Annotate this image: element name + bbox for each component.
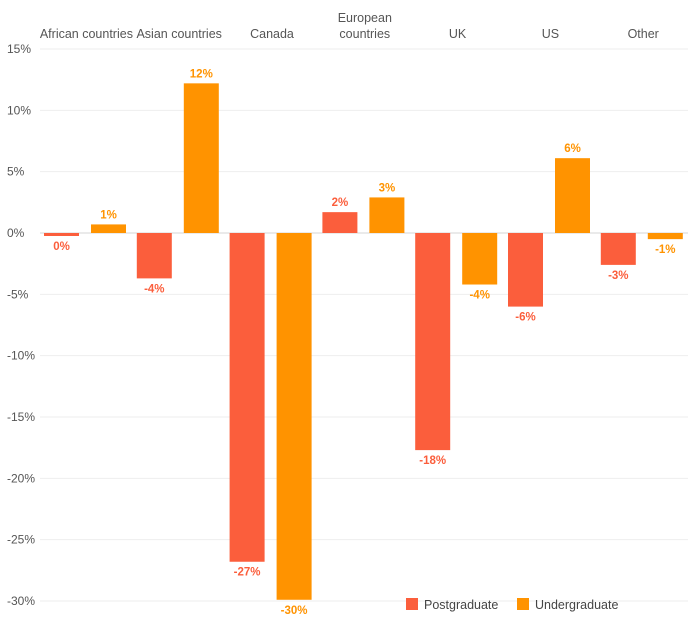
- y-tick-label: 5%: [7, 165, 25, 179]
- category-label-line: UK: [449, 27, 467, 41]
- y-tick-label: -30%: [7, 594, 35, 608]
- data-label: 3%: [379, 182, 396, 194]
- data-label: -27%: [234, 567, 261, 579]
- y-tick-label: -20%: [7, 471, 35, 485]
- category-label-line: European: [338, 11, 392, 25]
- category-label: Other: [628, 27, 659, 41]
- legend-swatch: [517, 598, 529, 610]
- category-label: US: [542, 27, 559, 41]
- data-label: 1%: [100, 209, 117, 221]
- category-label: Asian countries: [136, 27, 221, 41]
- data-label: 6%: [564, 143, 581, 155]
- y-tick-label: -15%: [7, 410, 35, 424]
- data-label: -4%: [144, 283, 164, 295]
- bar-postgraduate: [508, 233, 543, 307]
- bar-postgraduate: [600, 233, 636, 265]
- bar-undergraduate: [555, 158, 590, 233]
- bar-undergraduate: [647, 233, 683, 240]
- bar-undergraduate: [462, 233, 498, 285]
- data-label: -18%: [419, 455, 446, 467]
- category-label-line: Asian countries: [136, 27, 221, 41]
- y-tick-label: 10%: [7, 103, 31, 117]
- category-label-line: Canada: [250, 27, 294, 41]
- bar-postgraduate: [44, 233, 79, 236]
- data-label: -1%: [655, 244, 675, 256]
- data-labels: 0% -4% -27% 2% -18% -6% -3% 1% 12% -30% 3% -4% 6% -1%: [53, 68, 675, 616]
- gridlines: [40, 48, 688, 602]
- bar-undergraduate: [91, 224, 126, 233]
- bar-postgraduate: [229, 233, 265, 562]
- legend-label: Postgraduate: [424, 598, 498, 612]
- data-label: -6%: [515, 312, 535, 324]
- category-labels: African countries Asian countries Canada Eu…: [40, 11, 659, 41]
- category-label: UK: [449, 27, 467, 41]
- y-tick-label: 0%: [7, 226, 25, 240]
- bar-undergraduate: [183, 83, 219, 233]
- category-label-line: African countries: [40, 27, 133, 41]
- bar-undergraduate: [276, 233, 312, 600]
- category-label-line: US: [542, 27, 559, 41]
- category-label: European countries: [338, 11, 392, 41]
- category-label-line: countries: [339, 27, 390, 41]
- legend: Postgraduate Undergraduate: [406, 598, 618, 612]
- y-tick-label: -5%: [7, 287, 29, 301]
- bar-postgraduate: [415, 233, 451, 451]
- bar-postgraduate: [322, 212, 358, 233]
- y-tick-label: -10%: [7, 349, 35, 363]
- data-label: 12%: [190, 68, 213, 80]
- y-axis-ticks: 15% 10% 5% 0% -5% -10% -15% -20% -25% -30%: [7, 42, 35, 608]
- bars: [44, 83, 683, 600]
- data-label: 2%: [332, 197, 349, 209]
- data-label: -30%: [281, 605, 308, 617]
- data-label: -3%: [608, 270, 628, 282]
- data-label: 0%: [53, 241, 70, 253]
- category-label: African countries: [40, 27, 133, 41]
- category-label: Canada: [250, 27, 294, 41]
- category-label-line: Other: [628, 27, 659, 41]
- legend-swatch: [406, 598, 418, 610]
- bar-undergraduate: [369, 197, 405, 233]
- y-tick-label: 15%: [7, 42, 31, 56]
- data-label: -4%: [469, 290, 489, 302]
- bar-postgraduate: [136, 233, 172, 279]
- y-tick-label: -25%: [7, 533, 35, 547]
- legend-label: Undergraduate: [535, 598, 618, 612]
